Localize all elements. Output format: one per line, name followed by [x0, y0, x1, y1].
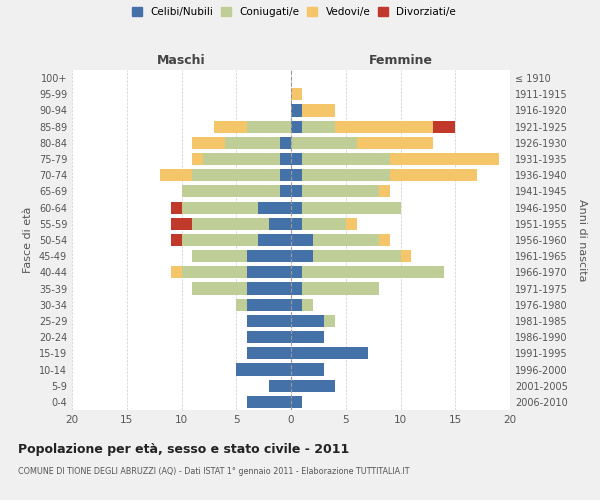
- Bar: [291, 88, 302, 101]
- Bar: [280, 169, 291, 181]
- Bar: [269, 380, 291, 392]
- Bar: [302, 120, 335, 132]
- Bar: [247, 120, 291, 132]
- Bar: [401, 250, 412, 262]
- Bar: [160, 169, 193, 181]
- Bar: [291, 331, 324, 343]
- Bar: [313, 250, 401, 262]
- Bar: [280, 137, 291, 149]
- Bar: [247, 298, 291, 311]
- Bar: [379, 186, 389, 198]
- Bar: [291, 380, 335, 392]
- Bar: [335, 120, 433, 132]
- Bar: [170, 218, 193, 230]
- Bar: [302, 218, 346, 230]
- Bar: [236, 298, 247, 311]
- Bar: [291, 153, 302, 165]
- Bar: [226, 137, 280, 149]
- Bar: [214, 120, 247, 132]
- Bar: [291, 250, 313, 262]
- Bar: [291, 186, 302, 198]
- Bar: [291, 120, 302, 132]
- Bar: [302, 104, 335, 117]
- Bar: [181, 266, 247, 278]
- Bar: [170, 234, 181, 246]
- Bar: [280, 186, 291, 198]
- Bar: [291, 396, 302, 408]
- Bar: [302, 169, 389, 181]
- Bar: [193, 137, 226, 149]
- Bar: [236, 364, 291, 376]
- Bar: [170, 266, 181, 278]
- Bar: [346, 218, 356, 230]
- Bar: [291, 218, 302, 230]
- Bar: [247, 396, 291, 408]
- Bar: [193, 218, 269, 230]
- Text: Femmine: Femmine: [368, 54, 433, 67]
- Bar: [193, 250, 247, 262]
- Bar: [389, 153, 499, 165]
- Bar: [357, 137, 433, 149]
- Bar: [302, 298, 313, 311]
- Bar: [291, 298, 302, 311]
- Bar: [247, 282, 291, 294]
- Text: COMUNE DI TIONE DEGLI ABRUZZI (AQ) - Dati ISTAT 1° gennaio 2011 - Elaborazione T: COMUNE DI TIONE DEGLI ABRUZZI (AQ) - Dat…: [18, 468, 409, 476]
- Text: Popolazione per età, sesso e stato civile - 2011: Popolazione per età, sesso e stato civil…: [18, 442, 349, 456]
- Bar: [324, 315, 335, 327]
- Bar: [280, 153, 291, 165]
- Bar: [258, 234, 291, 246]
- Bar: [247, 250, 291, 262]
- Bar: [291, 104, 302, 117]
- Bar: [170, 202, 181, 213]
- Bar: [389, 169, 477, 181]
- Bar: [291, 202, 302, 213]
- Bar: [247, 266, 291, 278]
- Bar: [302, 282, 379, 294]
- Bar: [182, 186, 280, 198]
- Text: Maschi: Maschi: [157, 54, 206, 67]
- Bar: [302, 266, 444, 278]
- Bar: [302, 153, 389, 165]
- Bar: [203, 153, 280, 165]
- Bar: [291, 169, 302, 181]
- Bar: [291, 364, 324, 376]
- Bar: [193, 169, 280, 181]
- Bar: [291, 315, 324, 327]
- Bar: [291, 282, 302, 294]
- Bar: [379, 234, 389, 246]
- Bar: [258, 202, 291, 213]
- Y-axis label: Fasce di età: Fasce di età: [23, 207, 33, 273]
- Bar: [247, 331, 291, 343]
- Bar: [181, 202, 258, 213]
- Bar: [247, 348, 291, 360]
- Bar: [291, 234, 313, 246]
- Bar: [433, 120, 455, 132]
- Bar: [291, 137, 357, 149]
- Bar: [181, 234, 258, 246]
- Bar: [302, 202, 401, 213]
- Y-axis label: Anni di nascita: Anni di nascita: [577, 198, 587, 281]
- Bar: [313, 234, 379, 246]
- Bar: [269, 218, 291, 230]
- Bar: [291, 266, 302, 278]
- Bar: [193, 282, 247, 294]
- Legend: Celibi/Nubili, Coniugati/e, Vedovi/e, Divorziati/e: Celibi/Nubili, Coniugati/e, Vedovi/e, Di…: [130, 5, 458, 20]
- Bar: [193, 153, 203, 165]
- Bar: [247, 315, 291, 327]
- Bar: [302, 186, 379, 198]
- Bar: [291, 348, 368, 360]
